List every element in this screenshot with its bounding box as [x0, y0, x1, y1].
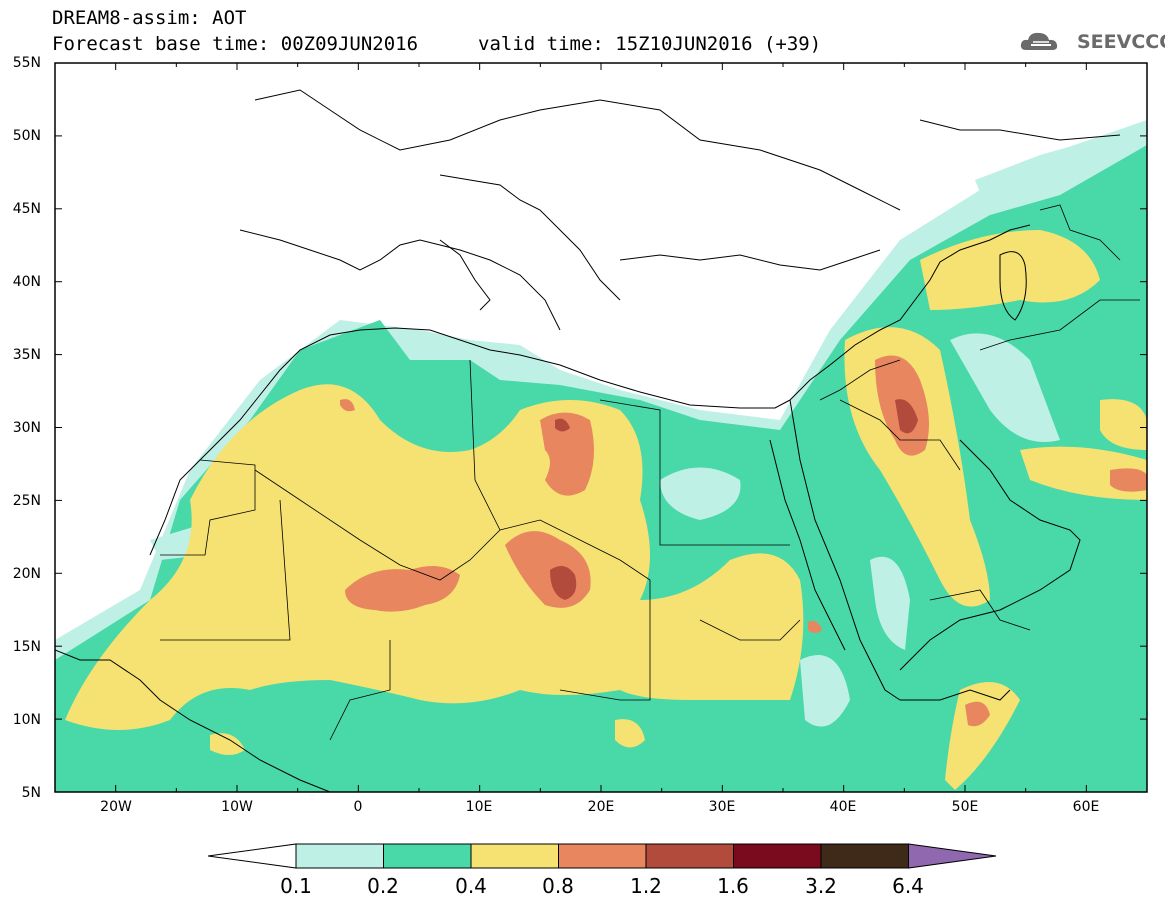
lat-label: 25N: [12, 493, 41, 509]
colorbar-label: 0.8: [542, 874, 574, 898]
cloud-icon: [1020, 32, 1058, 50]
lat-label: 10N: [12, 712, 41, 728]
lon-label: 0: [353, 799, 363, 815]
lon-label: 10E: [465, 799, 493, 815]
lat-label: 50N: [12, 128, 41, 144]
aot-map: [54, 62, 1148, 793]
colorbar-swatch: [383, 843, 472, 869]
lon-label: 50E: [951, 799, 979, 815]
valid-time: valid time: 15Z10JUN2016 (+39): [478, 33, 822, 55]
lat-label: 30N: [12, 420, 41, 436]
axis-ticks: [54, 62, 1148, 793]
colorbar-label: 6.4: [892, 874, 924, 898]
lon-label: 30E: [708, 799, 736, 815]
colorbar-swatch: [733, 843, 822, 869]
lon-label: 40E: [829, 799, 857, 815]
colorbar-label: 3.2: [805, 874, 837, 898]
colorbar-min-arrow: [207, 843, 297, 869]
colorbar-swatch: [645, 843, 734, 869]
lat-label: 15N: [12, 639, 41, 655]
colorbar-swatch: [820, 843, 909, 869]
colorbar-max-arrow: [908, 843, 997, 869]
colorbar-label: 0.2: [367, 874, 399, 898]
colorbar-label: 0.1: [280, 874, 312, 898]
lon-label: 60E: [1072, 799, 1100, 815]
lon-label: 20E: [587, 799, 615, 815]
colorbar-label: 1.2: [630, 874, 662, 898]
forecast-base-time: Forecast base time: 00Z09JUN2016: [52, 33, 419, 55]
lon-label: 10W: [221, 799, 253, 815]
colorbar-swatch: [470, 843, 559, 869]
colorbar-swatch: [558, 843, 647, 869]
colorbar-label: 0.4: [455, 874, 487, 898]
coastlines: [55, 89, 1121, 792]
colorbar-swatch: [295, 843, 384, 869]
lat-label: 40N: [12, 274, 41, 290]
borders: [160, 204, 1140, 741]
map-title: DREAM8-assim: AOT: [52, 7, 247, 29]
colorbar-label: 1.6: [717, 874, 749, 898]
lat-label: 45N: [12, 201, 41, 217]
aot-contours: [55, 63, 1147, 792]
lat-label: 35N: [12, 347, 41, 363]
logo-text: SEEVCCC: [1077, 31, 1165, 53]
lon-label: 20W: [100, 799, 132, 815]
lat-label: 5N: [21, 785, 41, 801]
lat-label: 55N: [12, 55, 41, 71]
lat-label: 20N: [12, 566, 41, 582]
